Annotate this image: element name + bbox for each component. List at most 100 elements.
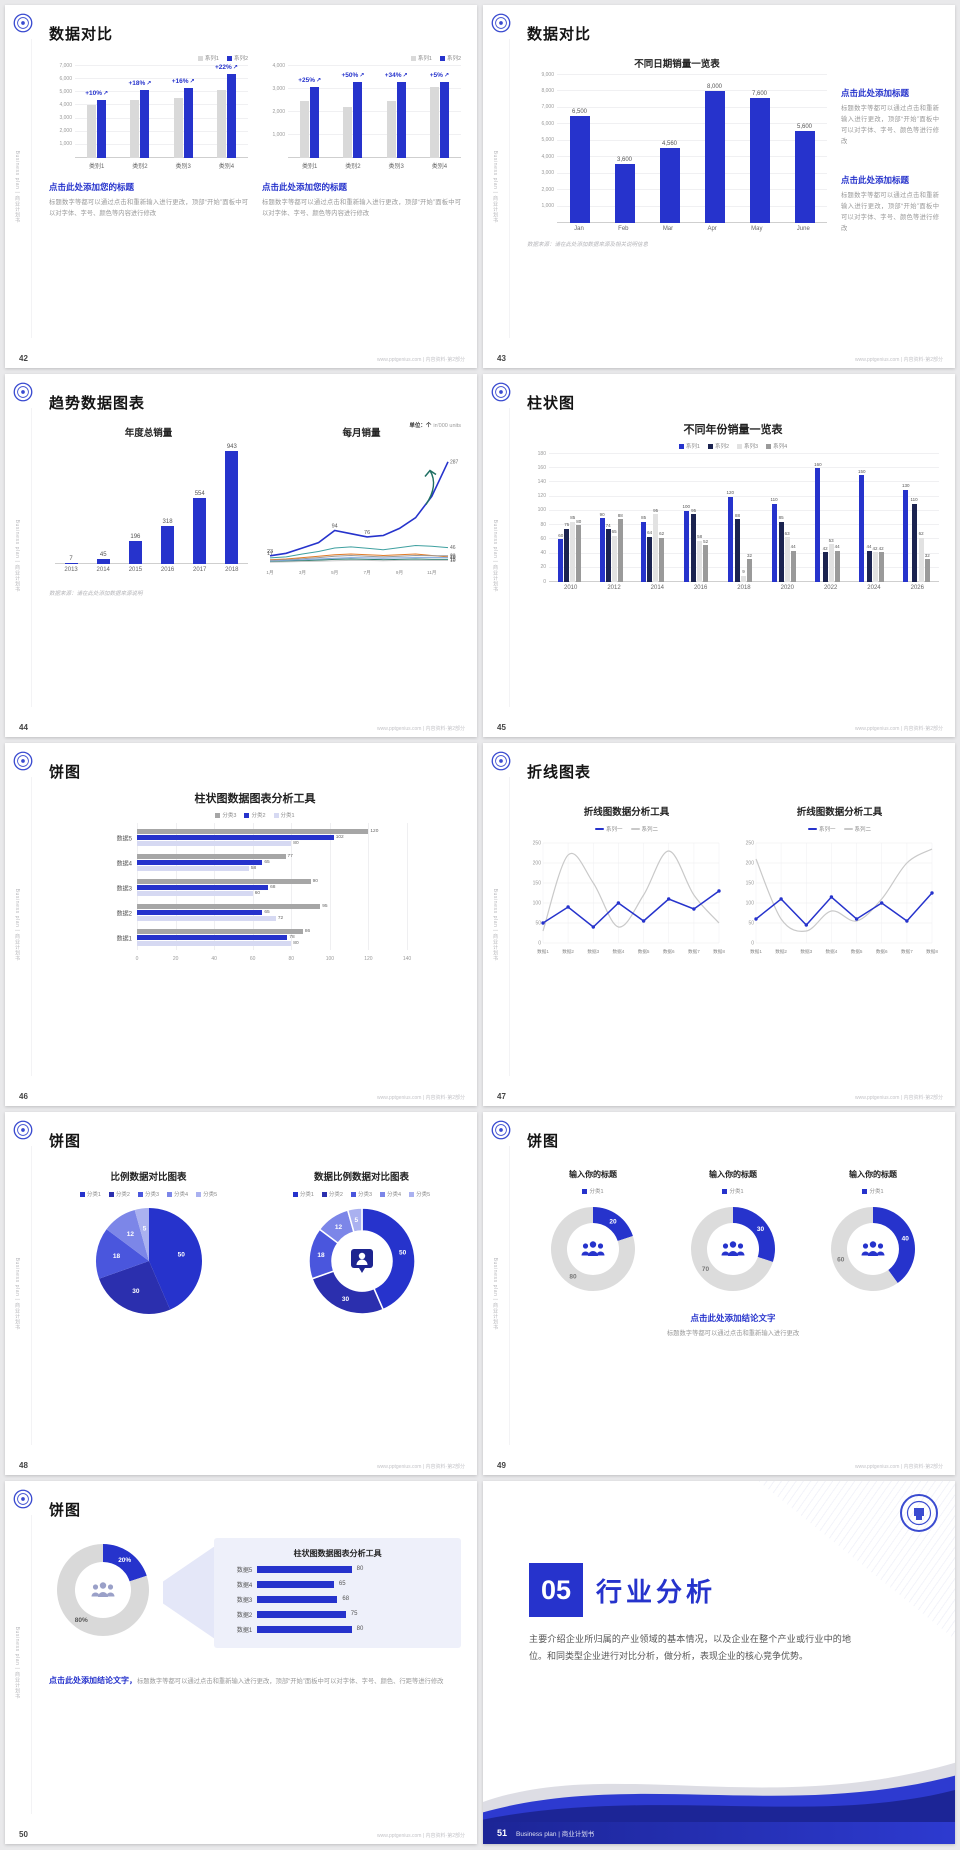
svg-text:30: 30 [757,1226,765,1233]
legend-item: 分类1 [292,1190,314,1198]
svg-text:11月: 11月 [427,570,436,576]
university-logo [491,751,511,771]
placeholder-heading: 点击此处添加标题 [841,88,910,98]
svg-text:80: 80 [569,1274,577,1281]
slide-title: 饼图 [49,1502,82,1519]
page-number: 44 [19,723,28,732]
svg-text:20: 20 [609,1219,617,1226]
section-title: 行业分析 [596,1576,717,1607]
footer-caption: Business plan | 商业计划书 [516,1831,595,1838]
slide-42[interactable]: Business plan | 商业计划书 数据对比 系列1 系列2 1,000 2… [5,5,477,368]
chart-title: 每月销量 [342,428,381,439]
pie-chart: 50 30 18 12 5 [90,1202,208,1320]
slide-43[interactable]: Business plan | 商业计划书 数据对比 不同日期销量一览表 1,0… [483,5,955,368]
svg-text:9月: 9月 [396,570,403,576]
sidebar-caption: Business plan | 商业计划书 [14,1626,20,1699]
legend-item: 系列2 [439,54,461,62]
svg-text:50: 50 [748,921,754,927]
page-number: 46 [19,1092,28,1101]
legend-item: 系列1 [678,442,700,450]
line-chart: 1月 3月 5月 7月 9月 11月 287 23 94 76 46 17 20 23 18 13 10 [262,444,461,581]
chart-legend: 分类1 分类2 分类3 分类4 分类5 [79,1190,217,1198]
footer-site-text: www.pptgenius.com | 内容资料·第2部分 [377,1833,465,1839]
slide-47[interactable]: Business plan | 商业计划书 折线图表 折线图数据分析工具 系列一… [483,743,955,1106]
university-logo [491,382,511,402]
svg-text:0: 0 [538,941,541,947]
chart-panel: 不同日期销量一览表 1,000 2,000 3,000 4,000 5,000 6,000… [527,52,827,248]
slide-title: 折线图表 [527,764,592,781]
people-icon [861,1241,885,1256]
chart-panel: 输入你的标题 分类1 40 60 [807,1165,939,1304]
slide-50[interactable]: Business plan | 商业计划书 饼图 20% 80% 柱状图数据图表分… [5,1481,477,1844]
legend-item: 分类4 [167,1190,188,1198]
slide-44[interactable]: Business plan | 商业计划书 趋势数据图表 年度总销量 7 45 19… [5,374,477,737]
footer-site-text: www.pptgenius.com | 内容资料·第2部分 [855,726,943,732]
university-logo [13,751,33,771]
panel-title: 柱状图数据图表分析工具 [293,1548,382,1558]
svg-text:18: 18 [450,555,456,561]
slide-45[interactable]: Business plan | 商业计划书 柱状图 不同年份销量一览表 系列1 系… [483,374,955,737]
svg-text:数据2: 数据2 [562,948,574,955]
slide-49[interactable]: Business plan | 商业计划书 饼图 输入你的标题 分类1 20 80… [483,1112,955,1475]
svg-text:50: 50 [177,1251,185,1258]
footer-site-text: www.pptgenius.com | 内容资料·第2部分 [855,1464,943,1470]
slide-48[interactable]: Business plan | 商业计划书 饼图 比例数据对比图表 分类1 分类2… [5,1112,477,1475]
page-number: 45 [497,723,506,732]
slide-title: 饼图 [49,1133,82,1150]
chart-title: 年度总销量 [124,428,173,439]
chart-legend: 分类1 [582,1187,604,1195]
chart-panel: 输入你的标题 分类1 20 80 [527,1165,659,1304]
legend-item: 系列1 [410,54,432,62]
donut-chart: 20% 80% [49,1536,157,1649]
chart-panel: 系列1 系列2 1,000 2,000 3,000 4,000 +25%↗ +50%↗ +34… [262,52,461,219]
legend-item: 分类2 [108,1190,130,1198]
legend-item: 分类2 [321,1190,343,1198]
sidebar-caption: Business plan | 商业计划书 [492,1257,498,1330]
chart-legend: 分类1 [862,1187,884,1195]
slide-51[interactable]: 05 行业分析 主要介绍企业所归属的产业领域的基本情况，以及企业在整个产业或行业… [483,1481,955,1844]
footer-site-text: www.pptgenius.com | 内容资料·第2部分 [377,726,465,732]
legend-item: 分类1 [862,1187,884,1195]
legend-item: 分类3 [215,811,236,819]
chart-title: 折线图数据分析工具 [796,807,883,818]
university-logo [899,1493,939,1533]
svg-text:数据6: 数据6 [875,948,887,955]
legend-item: 分类3 [350,1190,372,1198]
svg-text:数据7: 数据7 [901,948,913,955]
conclusion-body: 标题数字等都可以通过点击和重新输入进行更改 [666,1330,800,1337]
university-logo [491,1120,511,1140]
placeholder-body: 标题数字等都可以通过点击和重新输入进行更改，顶部“开始”面板中可以对字体、字号、… [841,192,939,233]
svg-text:20: 20 [450,555,456,561]
sidebar-caption: Business plan | 商业计划书 [14,888,20,961]
slide-46[interactable]: Business plan | 商业计划书 饼图 柱状图数据图表分析工具 分类3… [5,743,477,1106]
chart-panel: 比例数据对比图表 分类1 分类2 分类3 分类4 分类5 50 30 18 12 5 [49,1165,248,1320]
legend-item: 分类4 [380,1190,401,1198]
university-logo [13,382,33,402]
svg-text:200: 200 [745,861,754,867]
footer-site-text: www.pptgenius.com | 内容资料·第2部分 [377,1464,465,1470]
section-description: 主要介绍企业所归属的产业领域的基本情况，以及企业在整个产业或行业中的地位。和同类… [529,1634,851,1661]
legend-item: 系列一 [594,825,623,833]
placeholder-heading: 点击此处添加您的标题 [262,182,348,192]
people-icon [581,1241,605,1256]
svg-text:30: 30 [132,1288,140,1295]
legend-item: 系列一 [807,825,836,833]
legend-item: 分类1 [79,1190,101,1198]
svg-text:60: 60 [837,1257,845,1264]
svg-text:23: 23 [267,549,273,555]
legend-item: 分类2 [244,811,266,819]
chart-legend: 系列1 系列2 系列3 系列4 [527,442,939,450]
line-chart: 0 50 100 150 200 250 数据1 数据2 数据3 数据4 数据5 数据6 数据7 数据8 [527,837,727,960]
sidebar-caption: Business plan | 商业计划书 [14,519,20,592]
svg-text:20%: 20% [118,1557,131,1564]
bar-chart: 1,000 2,000 3,000 4,000 5,000 6,000 7,000 8,000… [527,72,827,232]
conclusion-heading: 点击此处添加结论文字 [690,1313,776,1323]
legend-item: 系列1 [197,54,219,62]
university-logo [13,1120,33,1140]
svg-text:5: 5 [354,1217,358,1224]
sidebar-caption: Business plan | 商业计划书 [14,150,20,223]
svg-text:30: 30 [341,1296,349,1303]
svg-text:13: 13 [450,557,456,563]
slide-title: 柱状图 [527,395,576,412]
